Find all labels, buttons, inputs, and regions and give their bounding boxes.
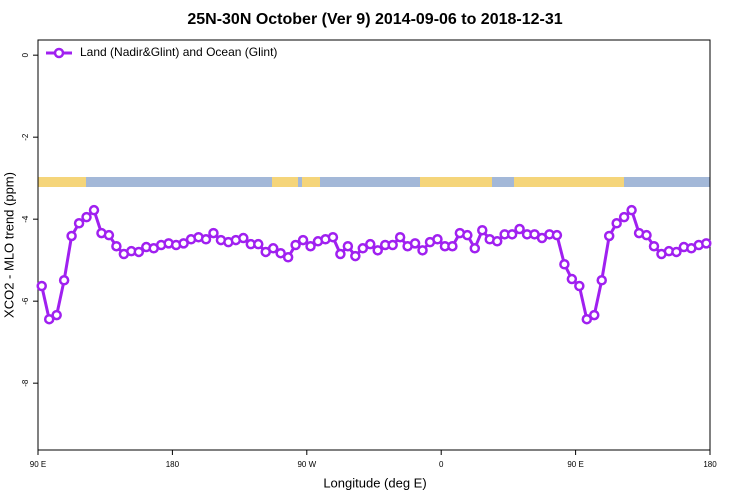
x-tick-label: 180 [703, 460, 717, 469]
data-point [365, 238, 376, 250]
data-point [238, 232, 249, 244]
data-point [51, 309, 62, 321]
data-point [626, 204, 637, 216]
legend-label: Land (Nadir&Glint) and Ocean (Glint) [80, 45, 277, 59]
data-point [297, 234, 309, 246]
data-point [566, 273, 578, 285]
data-point [372, 245, 383, 256]
y-tick-label: 0 [21, 52, 30, 57]
data-point [469, 243, 481, 254]
data-point [335, 248, 346, 260]
data-point [327, 231, 339, 243]
data-point [178, 238, 189, 249]
data-point [551, 229, 563, 241]
x-tick-label: 90 W [297, 460, 316, 469]
x-tick-label: 0 [439, 460, 444, 469]
data-point [88, 204, 100, 216]
data-point [342, 240, 354, 252]
data-point [641, 229, 652, 241]
land-band [514, 177, 624, 187]
data-point [581, 313, 593, 325]
data-point [36, 280, 47, 292]
x-tick-label: 180 [166, 460, 180, 469]
data-point [275, 247, 286, 259]
x-tick-label: 90 E [30, 460, 46, 469]
x-tick-label: 90 E [567, 460, 583, 469]
data-point [589, 309, 600, 321]
data-point [394, 231, 406, 243]
y-tick-label: -8 [21, 379, 30, 387]
data-point [506, 229, 518, 240]
y-tick-label: -2 [21, 133, 30, 141]
land-band [272, 177, 298, 187]
land-band [38, 177, 86, 187]
ocean-band [38, 177, 710, 187]
data-point [305, 240, 316, 252]
data-point [387, 239, 398, 251]
data-point [596, 275, 607, 286]
data-point [447, 240, 458, 252]
data-point [267, 243, 279, 254]
data-point [409, 238, 421, 249]
data-point [559, 259, 570, 270]
data-point [350, 250, 361, 262]
data-point [282, 252, 294, 263]
data-point [701, 238, 712, 249]
data-point [462, 229, 473, 241]
data-point [103, 229, 115, 241]
data-point [200, 234, 212, 245]
data-point [574, 280, 585, 292]
y-tick-label: -6 [21, 297, 30, 305]
data-point [357, 243, 369, 254]
chart-title: 25N-30N October (Ver 9) 2014-09-06 to 20… [187, 11, 562, 28]
land-band [302, 177, 320, 187]
data-point [432, 234, 443, 245]
data-point [253, 238, 264, 250]
data-point [611, 218, 622, 229]
data-point [618, 211, 630, 223]
y-axis-label: XCO2 - MLO trend (ppm) [1, 172, 16, 318]
data-point [603, 230, 615, 242]
data-point [290, 239, 301, 251]
x-axis-label: Longitude (deg E) [323, 475, 426, 490]
land-band [420, 177, 492, 187]
y-tick-label: -4 [21, 215, 30, 223]
data-point [111, 240, 122, 252]
data-point [491, 236, 503, 247]
data-point [417, 245, 428, 256]
data-point [133, 246, 145, 258]
data-point [671, 246, 682, 258]
map-strip [38, 177, 710, 187]
data-point [648, 240, 660, 252]
data-point [73, 218, 85, 229]
data-point [43, 313, 55, 325]
data-point [58, 275, 70, 286]
data-point [208, 227, 219, 239]
legend-marker [53, 47, 65, 59]
data-point [66, 230, 77, 242]
data-point [514, 223, 525, 235]
data-point [477, 224, 488, 236]
data-point [81, 211, 92, 223]
